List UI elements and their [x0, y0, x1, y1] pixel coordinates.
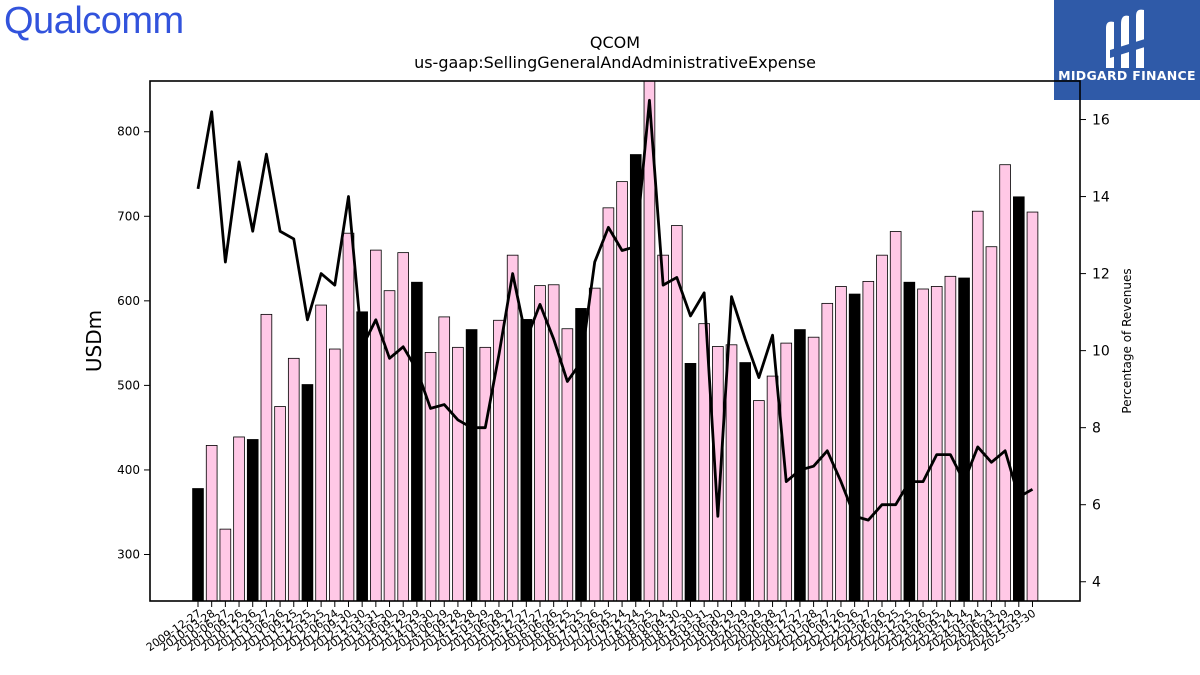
y-tick-label: 400 [117, 463, 140, 477]
bar-series [192, 80, 1039, 602]
bar [985, 246, 998, 602]
bar [506, 254, 519, 602]
bar [930, 286, 943, 602]
y2-tick-label: 4 [1092, 575, 1101, 591]
bar [657, 254, 669, 602]
bar [520, 319, 533, 602]
bar [246, 439, 259, 602]
bar [725, 344, 738, 602]
bar [356, 311, 368, 602]
line-series [196, 98, 1034, 522]
bar [192, 488, 204, 602]
y-axis-label: USDm [82, 310, 106, 372]
bar [342, 232, 355, 602]
bar [753, 400, 765, 602]
bar [219, 528, 232, 602]
y-tick-label: 600 [117, 294, 140, 308]
bar [370, 249, 382, 602]
y-axis: 300 400 500 600 700 800 [117, 125, 150, 561]
bar [233, 436, 245, 602]
x-axis: 2009-12-272010-03-282010-06-272010-09-26… [144, 601, 1038, 654]
bar [958, 277, 970, 602]
bar [287, 357, 300, 602]
bar [383, 290, 396, 602]
bar [452, 346, 464, 602]
bar [465, 329, 478, 602]
y2-tick-label: 14 [1092, 190, 1110, 206]
y2-tick-label: 6 [1092, 498, 1101, 514]
bar [438, 316, 451, 602]
bar [315, 304, 327, 602]
y-tick-label: 300 [117, 547, 140, 561]
bar [1013, 196, 1025, 602]
bar [205, 445, 218, 602]
bar [411, 281, 423, 602]
y2-tick-label: 16 [1092, 113, 1110, 129]
y2-tick-label: 12 [1092, 267, 1110, 283]
percentage-line [196, 98, 1034, 522]
bar [944, 275, 957, 602]
y-tick-label: 700 [117, 209, 140, 223]
bar [999, 164, 1011, 602]
bar [862, 280, 875, 602]
y2-tick-label: 8 [1092, 421, 1101, 437]
bar [889, 231, 902, 602]
bar [629, 154, 642, 602]
bar [301, 384, 314, 602]
bar [424, 352, 437, 602]
chart-title: QCOM [590, 33, 640, 52]
bar [397, 252, 409, 602]
qualcomm-logo: Qualcomm [4, 0, 184, 42]
midgard-finance-wordmark: MIDGARD FINANCE [1058, 68, 1196, 83]
bar [971, 210, 984, 602]
y2-tick-label: 10 [1092, 344, 1110, 360]
bar [848, 293, 861, 602]
bar [684, 363, 697, 602]
plot-frame [149, 80, 1081, 602]
bar [794, 329, 806, 602]
bar [903, 281, 916, 602]
y-tick-label: 800 [117, 125, 140, 139]
bar [479, 346, 492, 602]
bar [671, 225, 683, 602]
bar [876, 254, 888, 602]
bar [588, 287, 601, 602]
bar [534, 285, 546, 602]
bar [739, 362, 751, 602]
y2-axis-label: Percentage of Revenues [1120, 268, 1134, 413]
bar [328, 348, 341, 602]
bar [835, 286, 847, 602]
chart-subtitle: us-gaap:SellingGeneralAndAdministrativeE… [414, 53, 816, 72]
y2-axis: 4 6 8 10 12 14 16 [1080, 113, 1110, 591]
bar [766, 375, 779, 602]
midgard-finance-logo: MIDGARD FINANCE [1054, 0, 1200, 100]
bar [1026, 211, 1039, 602]
bar [917, 288, 929, 602]
bar [260, 313, 273, 602]
y-tick-label: 500 [117, 378, 140, 392]
bar [602, 207, 615, 602]
bar [807, 336, 820, 602]
bar [493, 319, 505, 602]
midgard-m-mark-icon [1106, 9, 1148, 69]
bar [274, 406, 286, 602]
